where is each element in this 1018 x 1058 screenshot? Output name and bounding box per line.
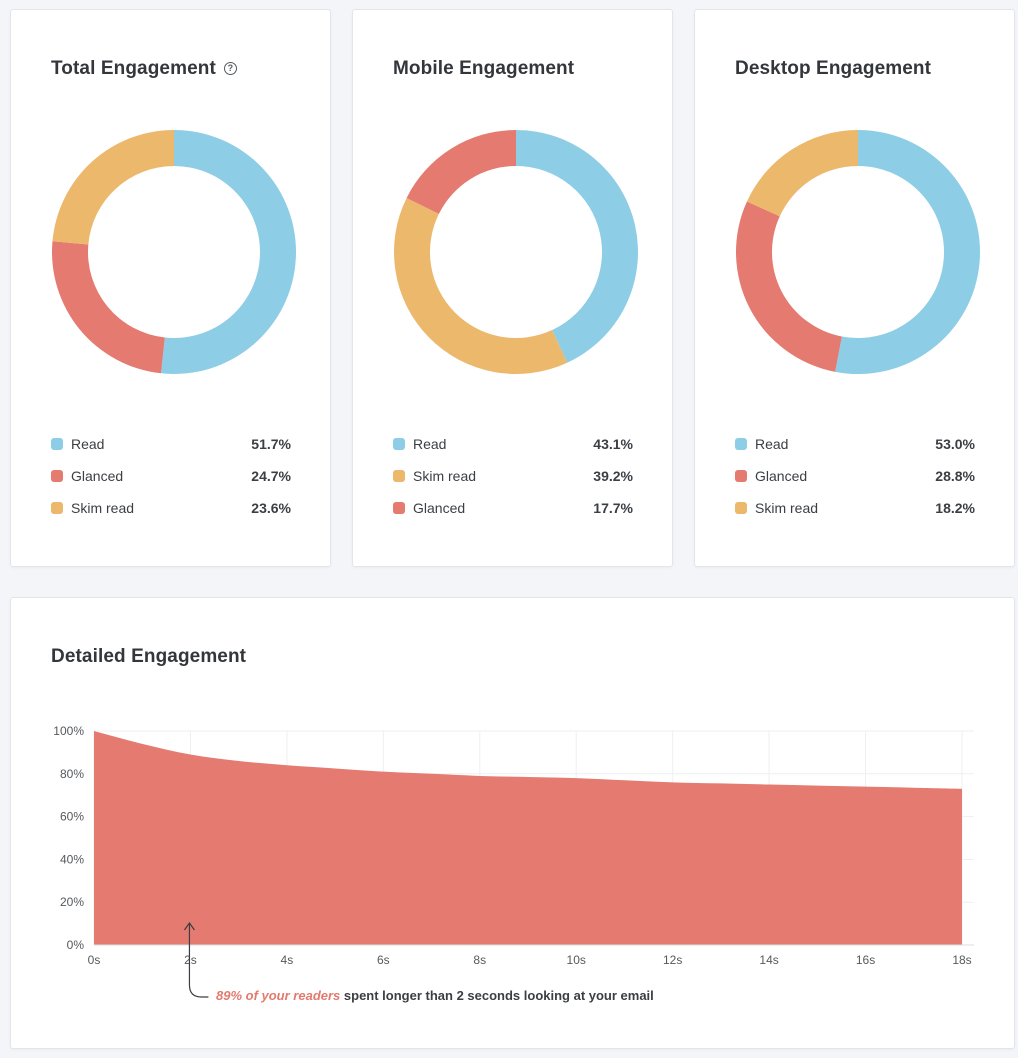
legend-swatch xyxy=(735,502,747,514)
arrow-head-icon xyxy=(183,921,195,931)
area-series[interactable] xyxy=(94,731,962,945)
legend: Read 53.0% Glanced 28.8% Skim read 18.2% xyxy=(735,434,975,530)
x-tick-label: 6s xyxy=(377,953,390,967)
legend-swatch xyxy=(51,438,63,450)
x-tick-label: 18s xyxy=(952,953,971,967)
legend-swatch xyxy=(735,470,747,482)
donut-slice-glanced[interactable] xyxy=(736,201,842,372)
donut-slice-read[interactable] xyxy=(160,130,297,374)
y-tick-label: 40% xyxy=(60,852,84,866)
x-tick-label: 10s xyxy=(567,953,586,967)
legend-swatch xyxy=(393,438,405,450)
legend-item: Skim read 23.6% xyxy=(51,498,291,530)
donut-slice-read[interactable] xyxy=(835,130,981,374)
x-tick-label: 2s xyxy=(184,953,197,967)
legend-label: Skim read xyxy=(71,500,135,516)
x-tick-label: 8s xyxy=(473,953,486,967)
area-chart: 0% 20% 40% 60% 80% 100% 0s 2s 4s 6s 8s 10s 12s 14s 16s… xyxy=(53,724,974,998)
legend-item: Skim read 18.2% xyxy=(735,498,975,530)
legend-item: Glanced 28.8% xyxy=(735,466,975,498)
card-title: Detailed Engagement xyxy=(51,646,247,667)
y-tick-label: 0% xyxy=(67,938,85,952)
legend-item: Read 51.7% xyxy=(51,434,291,466)
legend-swatch xyxy=(393,470,405,482)
legend-value: 28.8% xyxy=(935,468,975,484)
donut-chart xyxy=(394,130,638,374)
legend: Read 43.1% Skim read 39.2% Glanced 17.7% xyxy=(393,434,633,530)
legend-item: Read 53.0% xyxy=(735,434,975,466)
legend-value: 24.7% xyxy=(251,468,291,484)
annotation-highlight: 89% of your readers xyxy=(216,988,341,1003)
help-icon[interactable]: ? xyxy=(223,62,237,75)
annotation-arrow xyxy=(188,923,209,998)
donut-slice-skim-read[interactable] xyxy=(394,197,568,374)
donut-slice-glanced[interactable] xyxy=(406,130,516,214)
donut-slice-skim-read[interactable] xyxy=(746,130,858,217)
donut-slice-glanced[interactable] xyxy=(52,241,165,374)
donut-slice-read[interactable] xyxy=(516,130,638,363)
annotation-text: 89% of your readers spent longer than 2 … xyxy=(216,988,654,1003)
legend-swatch xyxy=(393,502,405,514)
legend-value: 17.7% xyxy=(593,500,633,516)
y-tick-label: 80% xyxy=(60,767,84,781)
mobile-engagement-card: Mobile Engagement Read 43.1% Skim read 39.… xyxy=(352,9,673,567)
card-title: Desktop Engagement xyxy=(735,58,932,79)
x-tick-label: 0s xyxy=(88,953,101,967)
desktop-engagement-card: Desktop Engagement Read 53.0% Glanced 28.8… xyxy=(694,9,1015,567)
legend-value: 43.1% xyxy=(593,436,633,452)
legend-label: Skim read xyxy=(413,468,477,484)
legend-label: Read xyxy=(755,436,789,452)
x-tick-label: 12s xyxy=(663,953,682,967)
legend: Read 51.7% Glanced 24.7% Skim read 23.6% xyxy=(51,434,291,530)
legend-value: 39.2% xyxy=(593,468,633,484)
x-tick-label: 14s xyxy=(759,953,778,967)
total-engagement-card: Total Engagement? Read 51.7% Glanced 24.7%… xyxy=(10,9,331,567)
legend-swatch xyxy=(735,438,747,450)
donut-chart xyxy=(52,130,297,374)
card-title: Total Engagement? xyxy=(51,58,237,80)
legend-swatch xyxy=(51,502,63,514)
y-tick-label: 20% xyxy=(60,895,84,909)
annotation-rest: spent longer than 2 seconds looking at y… xyxy=(340,988,654,1003)
legend-value: 18.2% xyxy=(935,500,975,516)
legend-item: Skim read 39.2% xyxy=(393,466,633,498)
legend-label: Skim read xyxy=(755,500,819,516)
legend-label: Glanced xyxy=(71,468,124,484)
legend-item: Glanced 17.7% xyxy=(393,498,633,530)
legend-value: 23.6% xyxy=(251,500,291,516)
legend-label: Read xyxy=(71,436,105,452)
legend-item: Read 43.1% xyxy=(393,434,633,466)
legend-swatch xyxy=(51,470,63,482)
donut-chart xyxy=(736,130,981,374)
legend-item: Glanced 24.7% xyxy=(51,466,291,498)
y-tick-label: 60% xyxy=(60,810,84,824)
y-tick-label: 100% xyxy=(53,724,84,738)
legend-label: Glanced xyxy=(413,500,466,516)
legend-value: 53.0% xyxy=(935,436,975,452)
card-title: Mobile Engagement xyxy=(393,58,575,79)
legend-label: Read xyxy=(413,436,447,452)
detailed-engagement-card: Detailed Engagement 0% 20% 40% 60% 80% 100% 0s… xyxy=(10,597,1015,1049)
legend-value: 51.7% xyxy=(251,436,291,452)
donut-slice-skim-read[interactable] xyxy=(52,130,175,245)
x-tick-label: 4s xyxy=(281,953,294,967)
x-tick-label: 16s xyxy=(856,953,875,967)
legend-label: Glanced xyxy=(755,468,808,484)
